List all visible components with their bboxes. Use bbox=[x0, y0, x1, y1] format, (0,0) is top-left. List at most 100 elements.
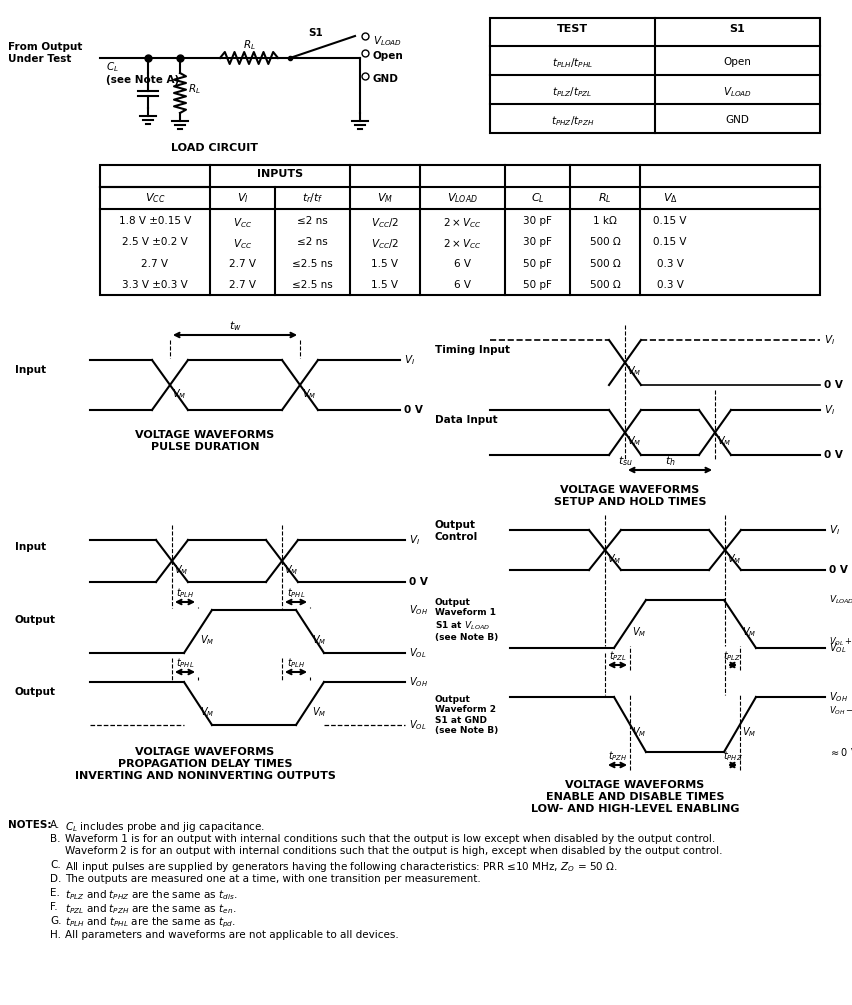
Text: ≤2 ns: ≤2 ns bbox=[296, 216, 327, 226]
Text: $t_{PHL}$: $t_{PHL}$ bbox=[176, 656, 194, 670]
Text: Output
Waveform 2
S1 at GND
(see Note B): Output Waveform 2 S1 at GND (see Note B) bbox=[435, 695, 498, 736]
Text: $V_M$: $V_M$ bbox=[741, 625, 756, 639]
Text: $V_M$: $V_M$ bbox=[199, 633, 214, 647]
Text: 2.7 V: 2.7 V bbox=[141, 258, 169, 268]
Text: $2 \times V_{CC}$: $2 \times V_{CC}$ bbox=[443, 237, 481, 251]
Text: GND: GND bbox=[725, 115, 749, 125]
Text: 2.5 V ±0.2 V: 2.5 V ±0.2 V bbox=[122, 237, 187, 247]
Text: 0 V: 0 V bbox=[828, 565, 847, 575]
Text: Open: Open bbox=[722, 56, 751, 66]
Text: $V_I$: $V_I$ bbox=[408, 533, 419, 547]
Text: Data Input: Data Input bbox=[435, 415, 497, 425]
Text: 0.15 V: 0.15 V bbox=[653, 237, 686, 247]
Text: PULSE DURATION: PULSE DURATION bbox=[151, 442, 259, 452]
Text: $2 \times V_{CC}$: $2 \times V_{CC}$ bbox=[443, 216, 481, 229]
Text: H.: H. bbox=[50, 930, 61, 940]
Text: 1.8 V ±0.15 V: 1.8 V ±0.15 V bbox=[118, 216, 191, 226]
Text: 6 V: 6 V bbox=[453, 258, 470, 268]
Text: $V_{OH}$: $V_{OH}$ bbox=[828, 690, 847, 704]
Text: 3.3 V ±0.3 V: 3.3 V ±0.3 V bbox=[122, 280, 187, 290]
Text: $t_{PZL}$: $t_{PZL}$ bbox=[607, 649, 625, 663]
Bar bbox=[489, 18, 819, 133]
Text: ENABLE AND DISABLE TIMES: ENABLE AND DISABLE TIMES bbox=[545, 792, 723, 802]
Text: 2.7 V: 2.7 V bbox=[228, 258, 256, 268]
Text: $V_M$: $V_M$ bbox=[726, 552, 740, 566]
Text: $t_r/t_f$: $t_r/t_f$ bbox=[302, 191, 323, 205]
Text: $V_Δ$: $V_Δ$ bbox=[662, 191, 676, 205]
Text: 0 V: 0 V bbox=[404, 405, 423, 415]
Text: INPUTS: INPUTS bbox=[256, 169, 302, 179]
Text: B.: B. bbox=[50, 834, 60, 844]
Text: $V_M$: $V_M$ bbox=[717, 434, 730, 448]
Text: 500 Ω: 500 Ω bbox=[589, 258, 619, 268]
Text: $V_M$: $V_M$ bbox=[302, 387, 316, 401]
Text: $V_{OL}$: $V_{OL}$ bbox=[408, 719, 426, 732]
Text: $R_L$: $R_L$ bbox=[187, 82, 200, 95]
Text: Waveform 2 is for an output with internal conditions such that the output is hig: Waveform 2 is for an output with interna… bbox=[65, 846, 722, 856]
Text: 50 pF: 50 pF bbox=[522, 280, 551, 290]
Text: GND: GND bbox=[372, 74, 399, 84]
Text: $V_M$: $V_M$ bbox=[312, 705, 326, 719]
Text: The outputs are measured one at a time, with one transition per measurement.: The outputs are measured one at a time, … bbox=[65, 874, 481, 884]
Text: Output: Output bbox=[15, 687, 56, 697]
Text: All parameters and waveforms are not applicable to all devices.: All parameters and waveforms are not app… bbox=[65, 930, 398, 940]
Text: Open: Open bbox=[372, 51, 403, 61]
Text: $V_{CC}$: $V_{CC}$ bbox=[233, 237, 252, 251]
Text: A.: A. bbox=[50, 820, 60, 830]
Text: 0.15 V: 0.15 V bbox=[653, 216, 686, 226]
Text: $V_M$: $V_M$ bbox=[199, 705, 214, 719]
Text: VOLTAGE WAVEFORMS: VOLTAGE WAVEFORMS bbox=[135, 747, 274, 757]
Text: F.: F. bbox=[50, 902, 58, 912]
Text: $V_M$: $V_M$ bbox=[312, 633, 326, 647]
Text: $V_{CC}/2$: $V_{CC}/2$ bbox=[371, 237, 399, 251]
Text: 50 pF: 50 pF bbox=[522, 258, 551, 268]
Text: ≤2.5 ns: ≤2.5 ns bbox=[291, 280, 332, 290]
Text: D.: D. bbox=[50, 874, 61, 884]
Text: $V_{OH}$: $V_{OH}$ bbox=[408, 603, 428, 617]
Text: $t_{PHL}$: $t_{PHL}$ bbox=[286, 586, 305, 600]
Text: $V_{CC}/2$: $V_{CC}/2$ bbox=[371, 216, 399, 229]
Text: $V_{CC}$: $V_{CC}$ bbox=[145, 191, 165, 205]
Text: $R_L$: $R_L$ bbox=[242, 38, 255, 52]
Text: $V_I$: $V_I$ bbox=[404, 353, 415, 367]
Text: S1: S1 bbox=[308, 28, 322, 38]
Text: 0.3 V: 0.3 V bbox=[656, 280, 682, 290]
Text: $t_{PLH}/t_{PHL}$: $t_{PLH}/t_{PHL}$ bbox=[551, 56, 592, 70]
Text: $t_h$: $t_h$ bbox=[664, 454, 675, 468]
Text: E.: E. bbox=[50, 888, 60, 898]
Text: $V_M$: $V_M$ bbox=[607, 552, 620, 566]
Text: Waveform 1 is for an output with internal conditions such that the output is low: Waveform 1 is for an output with interna… bbox=[65, 834, 715, 844]
Text: $t_{PLZ}$: $t_{PLZ}$ bbox=[722, 649, 741, 663]
Text: $V_{OH}-V_\Delta$: $V_{OH}-V_\Delta$ bbox=[828, 705, 852, 718]
Text: $V_{LOAD}$: $V_{LOAD}$ bbox=[446, 191, 477, 205]
Text: PROPAGATION DELAY TIMES: PROPAGATION DELAY TIMES bbox=[118, 759, 292, 769]
Text: LOW- AND HIGH-LEVEL ENABLING: LOW- AND HIGH-LEVEL ENABLING bbox=[530, 804, 739, 814]
Text: $t_{PLH}$: $t_{PLH}$ bbox=[286, 656, 305, 670]
Bar bbox=[100, 165, 819, 295]
Text: $V_I$: $V_I$ bbox=[823, 403, 834, 417]
Text: $C_L$ includes probe and jig capacitance.: $C_L$ includes probe and jig capacitance… bbox=[65, 820, 265, 834]
Text: From Output
Under Test: From Output Under Test bbox=[8, 42, 83, 63]
Text: Input: Input bbox=[15, 365, 46, 375]
Text: $V_M$: $V_M$ bbox=[172, 387, 186, 401]
Text: $R_L$: $R_L$ bbox=[597, 191, 611, 205]
Text: $V_M$: $V_M$ bbox=[631, 725, 646, 739]
Text: G.: G. bbox=[50, 916, 61, 926]
Text: $V_{OL}$: $V_{OL}$ bbox=[408, 646, 426, 660]
Text: $V_{LOAD}/2$: $V_{LOAD}/2$ bbox=[828, 594, 852, 606]
Text: $V_M$: $V_M$ bbox=[626, 364, 641, 378]
Text: $\approx$0 V: $\approx$0 V bbox=[828, 746, 852, 758]
Text: $V_{OL}$: $V_{OL}$ bbox=[828, 641, 845, 655]
Text: VOLTAGE WAVEFORMS: VOLTAGE WAVEFORMS bbox=[565, 780, 704, 790]
Text: ≤2 ns: ≤2 ns bbox=[296, 237, 327, 247]
Text: $t_{PHZ}/t_{PZH}$: $t_{PHZ}/t_{PZH}$ bbox=[550, 115, 594, 129]
Text: Output
Control: Output Control bbox=[435, 520, 478, 542]
Text: $t_w$: $t_w$ bbox=[228, 320, 241, 333]
Text: SETUP AND HOLD TIMES: SETUP AND HOLD TIMES bbox=[553, 497, 705, 507]
Text: $V_M$: $V_M$ bbox=[631, 625, 646, 639]
Text: 30 pF: 30 pF bbox=[522, 216, 551, 226]
Text: $t_{PLZ}/t_{PZL}$: $t_{PLZ}/t_{PZL}$ bbox=[552, 85, 592, 99]
Text: Output: Output bbox=[15, 615, 56, 625]
Text: All input pulses are supplied by generators having the following characteristics: All input pulses are supplied by generat… bbox=[65, 860, 617, 874]
Text: $V_M$: $V_M$ bbox=[377, 191, 393, 205]
